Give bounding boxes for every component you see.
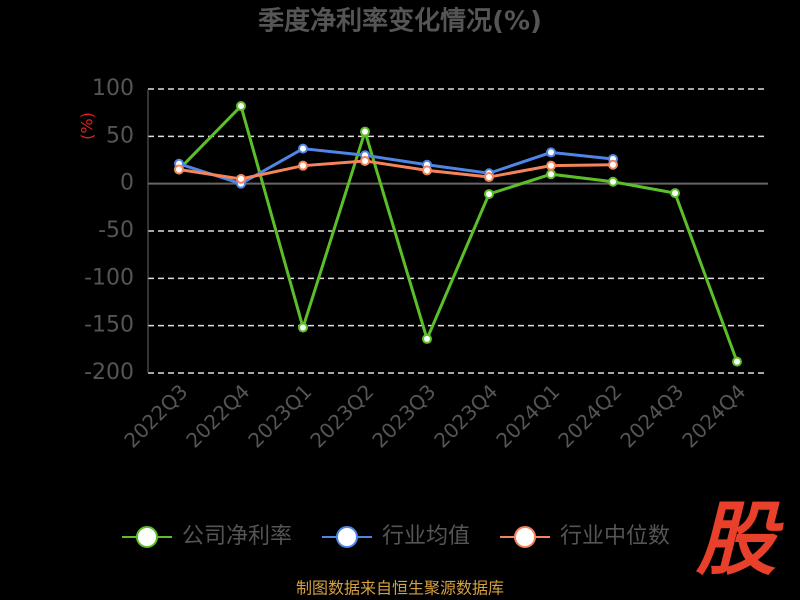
- data-point: [422, 333, 432, 344]
- legend-label: 行业中位数: [560, 524, 670, 549]
- logo: 股: [695, 493, 784, 586]
- legend-marker: [514, 526, 536, 548]
- y-tick-label: -50: [98, 218, 134, 243]
- y-axis-label: (%): [78, 112, 97, 140]
- data-point: [174, 164, 184, 175]
- data-point: [484, 189, 494, 200]
- data-point: [236, 101, 246, 112]
- x-tick-label: 2022Q4: [181, 379, 254, 452]
- legend-label: 行业均值: [382, 524, 470, 549]
- source-note: 制图数据来自恒生聚源数据库: [296, 579, 504, 598]
- data-point: [484, 172, 494, 183]
- data-point: [298, 160, 308, 171]
- x-tick-label: 2022Q3: [119, 379, 192, 452]
- chart-title: 季度净利率变化情况(%): [258, 6, 542, 37]
- data-point: [298, 322, 308, 333]
- data-point: [670, 188, 680, 199]
- x-tick-label: 2023Q2: [305, 379, 378, 452]
- data-point: [360, 126, 370, 137]
- x-tick-label: 2024Q2: [553, 379, 626, 452]
- data-point: [546, 169, 556, 180]
- data-point: [608, 159, 618, 170]
- legend-marker: [136, 526, 158, 548]
- x-tick-label: 2024Q4: [677, 379, 750, 452]
- legend-label: 公司净利率: [182, 524, 292, 549]
- y-tick-label: 50: [106, 123, 134, 148]
- x-tick-label: 2023Q3: [367, 379, 440, 452]
- data-point: [298, 143, 308, 154]
- data-point: [608, 176, 618, 187]
- x-tick-label: 2024Q1: [491, 379, 564, 452]
- y-tick-label: -150: [84, 313, 134, 338]
- data-point: [422, 165, 432, 176]
- x-tick-label: 2023Q1: [243, 379, 316, 452]
- x-tick-label: 2023Q4: [429, 379, 502, 452]
- y-tick-label: -100: [84, 265, 134, 290]
- data-point: [732, 356, 742, 367]
- data-point: [546, 147, 556, 158]
- data-point: [236, 173, 246, 184]
- x-tick-label: 2024Q3: [615, 379, 688, 452]
- y-tick-label: -200: [84, 360, 134, 385]
- data-point: [360, 155, 370, 166]
- data-point: [546, 160, 556, 171]
- series-line: [177, 103, 739, 363]
- y-tick-label: 100: [92, 76, 134, 101]
- series-line: [178, 159, 614, 181]
- y-tick-label: 0: [120, 171, 134, 196]
- legend-marker: [336, 526, 358, 548]
